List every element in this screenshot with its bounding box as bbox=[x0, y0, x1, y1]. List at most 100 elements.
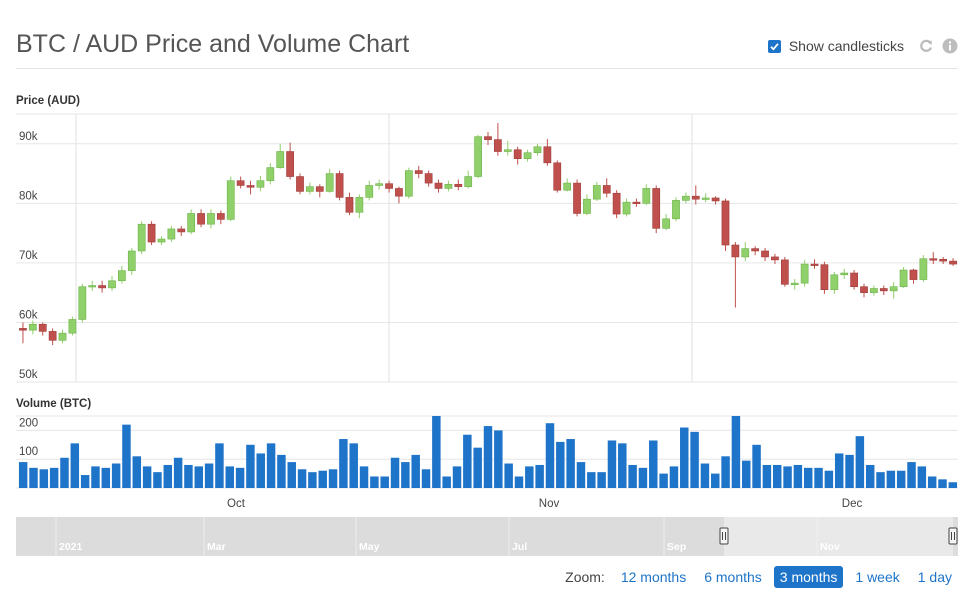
candlestick bbox=[741, 242, 750, 262]
candlestick bbox=[583, 194, 591, 216]
candle-body bbox=[612, 192, 621, 215]
candle-body bbox=[790, 282, 799, 285]
candle-body bbox=[771, 256, 779, 261]
candle-body bbox=[385, 183, 393, 189]
volume-bar bbox=[721, 456, 730, 488]
navigator: 2021 Mar May Jul Sep Nov bbox=[16, 517, 958, 556]
volume-bar bbox=[39, 469, 49, 488]
candlestick bbox=[919, 255, 928, 282]
candlestick bbox=[246, 180, 255, 195]
candlestick bbox=[592, 181, 601, 201]
price-tick-label: 80k bbox=[19, 190, 38, 202]
candlestick bbox=[711, 196, 720, 205]
info-icon[interactable] bbox=[942, 38, 958, 54]
volume-bar bbox=[339, 439, 348, 488]
volume-bar bbox=[256, 453, 265, 488]
candle-body bbox=[147, 223, 156, 243]
candlestick bbox=[187, 209, 196, 235]
zoom-12-months-button[interactable]: 12 months bbox=[620, 569, 687, 585]
volume-bar bbox=[473, 447, 482, 488]
show-candlesticks-label[interactable]: Show candlesticks bbox=[788, 38, 904, 54]
candlestick bbox=[523, 149, 532, 162]
candle-body bbox=[118, 270, 126, 282]
candle-body bbox=[48, 331, 57, 341]
candle-body bbox=[889, 286, 898, 292]
zoom-3-months-button[interactable]: 3 months bbox=[773, 566, 844, 588]
volume-bar bbox=[442, 476, 451, 488]
volume-bar bbox=[277, 454, 286, 488]
zoom-6-months-button[interactable]: 6 months bbox=[704, 569, 762, 585]
candle-body bbox=[454, 183, 463, 187]
volume-bar bbox=[514, 476, 524, 488]
candle-body bbox=[78, 286, 87, 320]
candlestick bbox=[306, 182, 314, 195]
volume-bar bbox=[783, 466, 792, 488]
candlestick bbox=[404, 167, 413, 199]
price-tick-label: 60k bbox=[19, 309, 38, 321]
candle-body bbox=[602, 185, 611, 194]
candle-body bbox=[662, 218, 670, 229]
candlestick bbox=[771, 253, 779, 265]
candlestick bbox=[88, 280, 97, 291]
volume-bar bbox=[597, 472, 606, 488]
show-candlesticks-checkbox[interactable] bbox=[767, 39, 781, 53]
candle-body bbox=[899, 269, 908, 288]
candle-body bbox=[68, 319, 77, 334]
volume-bar bbox=[204, 463, 214, 488]
candle-body bbox=[830, 274, 839, 290]
candlestick bbox=[355, 194, 364, 219]
candlestick bbox=[177, 225, 186, 237]
checkmark-icon bbox=[770, 42, 779, 51]
candlestick bbox=[464, 170, 473, 189]
candlestick bbox=[662, 214, 670, 231]
volume-bar bbox=[556, 441, 565, 488]
page-title: BTC / AUD Price and Volume Chart bbox=[16, 30, 410, 58]
volume-bar bbox=[855, 436, 865, 488]
candle-body bbox=[909, 269, 918, 280]
navigator-label: May bbox=[359, 541, 380, 553]
candlestick bbox=[216, 210, 225, 225]
navigator-left-handle[interactable] bbox=[719, 527, 729, 545]
header-divider bbox=[16, 68, 958, 69]
volume-bar bbox=[711, 473, 720, 488]
zoom-1-day-button[interactable]: 1 day bbox=[917, 569, 952, 585]
candlestick bbox=[127, 248, 136, 275]
candlestick bbox=[315, 184, 324, 198]
candlestick bbox=[573, 179, 581, 217]
volume-bar bbox=[607, 440, 617, 488]
volume-bar bbox=[525, 466, 534, 488]
candlestick bbox=[286, 142, 294, 180]
candle-body bbox=[404, 170, 413, 197]
navigator-selected-range bbox=[724, 517, 953, 556]
candle-body bbox=[682, 195, 690, 201]
candle-body bbox=[434, 182, 443, 189]
zoom-1-week-button[interactable]: 1 week bbox=[855, 569, 900, 585]
volume-bar bbox=[845, 454, 854, 488]
handle-grip bbox=[948, 527, 958, 545]
candle-body bbox=[592, 185, 601, 200]
volume-bar bbox=[504, 463, 513, 488]
volume-bar bbox=[834, 453, 844, 488]
candle-body bbox=[642, 188, 651, 204]
candlestick bbox=[256, 175, 265, 192]
candle-body bbox=[474, 136, 482, 177]
candlestick bbox=[454, 179, 463, 191]
candle-body bbox=[464, 176, 473, 187]
candle-body bbox=[622, 201, 631, 215]
candlestick bbox=[385, 180, 393, 193]
candle-body bbox=[167, 228, 176, 240]
candlestick bbox=[553, 160, 562, 193]
candle-body bbox=[919, 258, 928, 280]
volume-bar bbox=[163, 464, 173, 488]
volume-bar bbox=[576, 462, 586, 488]
refresh-icon[interactable] bbox=[918, 38, 934, 54]
volume-bar bbox=[318, 470, 327, 488]
candlestick bbox=[365, 180, 374, 201]
volume-bar bbox=[545, 423, 555, 488]
volume-bar bbox=[215, 443, 224, 488]
candle-body bbox=[207, 213, 215, 225]
navigator-right-handle[interactable] bbox=[948, 527, 958, 545]
candle-body bbox=[543, 146, 552, 164]
candlestick bbox=[949, 258, 957, 266]
